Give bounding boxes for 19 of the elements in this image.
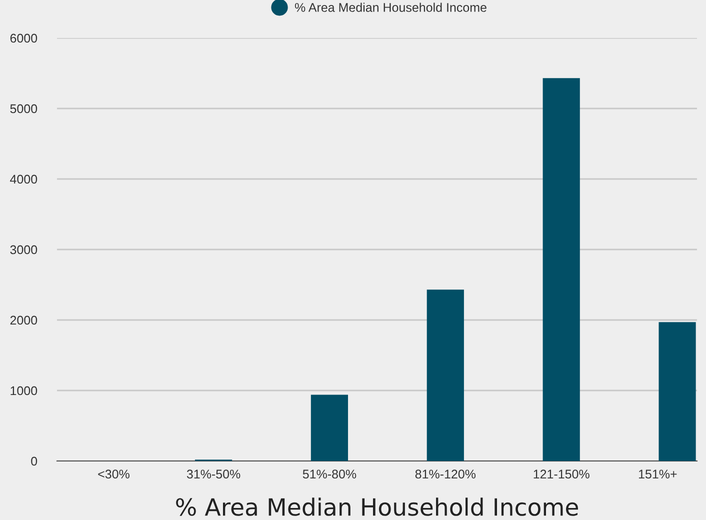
x-tick-label: 51%-80% [302, 470, 356, 479]
legend-label: % Area Median Household Income [294, 2, 486, 12]
x-tick-label: 121-150% [534, 470, 590, 479]
bar [426, 290, 464, 461]
y-tick-label: 1000 [10, 386, 38, 396]
x-tick-label: 81%-120% [415, 470, 476, 479]
y-tick-label: 5000 [10, 104, 38, 114]
bar [310, 394, 348, 461]
x-axis-title: % Area Median Household Income [176, 498, 578, 516]
bar [658, 322, 696, 461]
x-tick-label: <30% [98, 470, 130, 479]
x-tick-label: 31%-50% [186, 470, 240, 479]
y-tick-label: 2000 [10, 316, 38, 325]
y-tick-label: 4000 [10, 174, 38, 184]
y-tick-label: 0 [31, 456, 38, 466]
y-tick-label: 6000 [10, 34, 38, 43]
y-tick-label: 3000 [10, 245, 38, 254]
bar [542, 78, 580, 461]
x-tick-label: 151%+ [638, 470, 677, 479]
